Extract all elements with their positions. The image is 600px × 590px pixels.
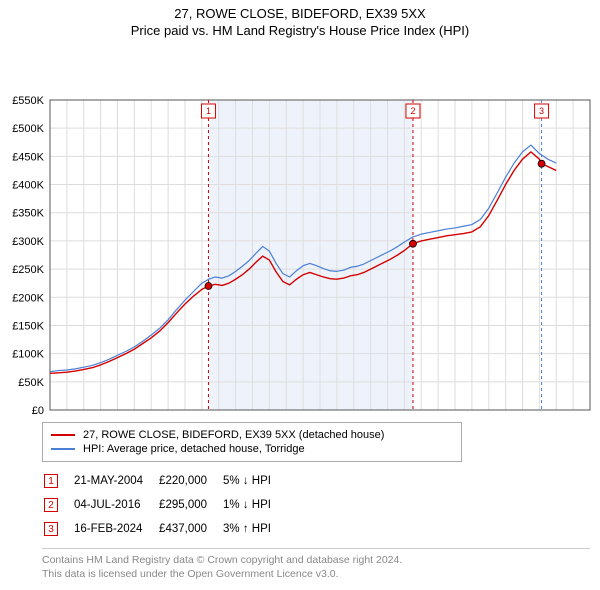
legend-label: HPI: Average price, detached house, Torr… <box>83 443 305 455</box>
legend-swatch <box>51 434 75 436</box>
svg-text:£350K: £350K <box>12 208 44 220</box>
svg-text:£500K: £500K <box>12 123 44 135</box>
sale-date: 16-FEB-2024 <box>74 518 157 540</box>
sales-table: 1 21-MAY-2004£220,0005% ↓ HPI 2 04-JUL-2016… <box>42 468 287 542</box>
svg-text:£100K: £100K <box>12 349 44 361</box>
svg-text:1: 1 <box>206 106 211 116</box>
chart: £0 £50K £100K £150K £200K £250K £300K £350K £400… <box>0 44 600 414</box>
legend-swatch <box>51 448 75 450</box>
svg-text:£150K: £150K <box>12 320 44 332</box>
sales-row: 1 21-MAY-2004£220,0005% ↓ HPI <box>44 470 285 492</box>
legend-label: 27, ROWE CLOSE, BIDEFORD, EX39 5XX (deta… <box>83 429 384 441</box>
svg-text:£0: £0 <box>32 405 44 414</box>
svg-text:3: 3 <box>539 106 544 116</box>
sale-hpi-delta: 3% ↑ HPI <box>223 518 285 540</box>
legend: 27, ROWE CLOSE, BIDEFORD, EX39 5XX (deta… <box>42 422 462 462</box>
attribution: Contains HM Land Registry data © Crown c… <box>42 548 590 581</box>
sale-marker-chip: 1 <box>44 474 58 488</box>
sale-marker-chip: 3 <box>44 522 58 536</box>
legend-item: 27, ROWE CLOSE, BIDEFORD, EX39 5XX (deta… <box>51 429 453 441</box>
attribution-line-2: This data is licensed under the Open Gov… <box>42 567 590 581</box>
svg-text:£300K: £300K <box>12 236 44 248</box>
sale-hpi-delta: 5% ↓ HPI <box>223 470 285 492</box>
attribution-line-1: Contains HM Land Registry data © Crown c… <box>42 553 590 567</box>
svg-text:£550K: £550K <box>12 95 44 107</box>
legend-item: HPI: Average price, detached house, Torr… <box>51 443 453 455</box>
svg-text:£250K: £250K <box>12 264 44 276</box>
title-line-2: Price paid vs. HM Land Registry's House … <box>0 23 600 38</box>
title-line-1: 27, ROWE CLOSE, BIDEFORD, EX39 5XX <box>0 6 600 21</box>
sales-row: 2 04-JUL-2016£295,0001% ↓ HPI <box>44 494 285 516</box>
svg-text:£200K: £200K <box>12 292 44 304</box>
svg-text:£400K: £400K <box>12 180 44 192</box>
sale-date: 04-JUL-2016 <box>74 494 157 516</box>
sale-marker-chip: 2 <box>44 498 58 512</box>
svg-text:£50K: £50K <box>18 377 44 389</box>
sale-price: £220,000 <box>159 470 221 492</box>
sale-price: £295,000 <box>159 494 221 516</box>
sale-date: 21-MAY-2004 <box>74 470 157 492</box>
svg-text:£450K: £450K <box>12 151 44 163</box>
sale-price: £437,000 <box>159 518 221 540</box>
sales-row: 3 16-FEB-2024£437,0003% ↑ HPI <box>44 518 285 540</box>
sale-hpi-delta: 1% ↓ HPI <box>223 494 285 516</box>
svg-text:2: 2 <box>410 106 415 116</box>
